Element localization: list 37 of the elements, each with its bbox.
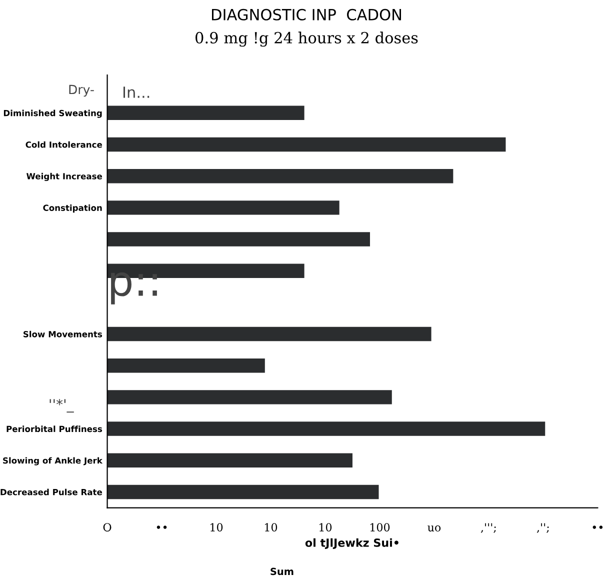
annotation: p:: bbox=[111, 272, 157, 304]
text: 10 bbox=[210, 523, 223, 532]
y-tick-label: Diminished Sweating bbox=[4, 110, 102, 118]
bar bbox=[107, 358, 265, 373]
text: 10 bbox=[265, 523, 278, 532]
text: Sum bbox=[270, 568, 294, 576]
text: O bbox=[103, 523, 112, 532]
text: ''*'_ bbox=[50, 398, 74, 413]
y-tick-label: Constipation bbox=[43, 204, 102, 213]
bar bbox=[107, 137, 506, 152]
bar bbox=[107, 168, 454, 184]
bar bbox=[107, 326, 432, 342]
y-tick-label: Periorbital Puffiness bbox=[6, 426, 102, 432]
text: uo bbox=[428, 525, 441, 532]
y-tick-label: Slowing of Ankle Jerk bbox=[3, 457, 103, 466]
text: •• bbox=[156, 526, 167, 529]
text: 10 bbox=[320, 523, 332, 532]
y-tick-label: Cold Intolerance bbox=[26, 141, 102, 148]
bar bbox=[107, 232, 370, 246]
annotation: In... bbox=[123, 86, 150, 98]
bar bbox=[107, 453, 352, 468]
text: 100 bbox=[370, 523, 390, 532]
bar bbox=[107, 422, 546, 436]
text: ,'''; bbox=[480, 523, 496, 533]
chart-subtitle: 0.9 mg !g 24 hours x 2 doses bbox=[196, 32, 418, 47]
text: •• bbox=[592, 526, 603, 529]
bar bbox=[107, 200, 340, 215]
x-axis-title: ol tJlJewkz Sui• bbox=[305, 538, 398, 549]
bar bbox=[107, 484, 379, 500]
chart-title: DIAGNOSTIC INP CADON bbox=[212, 8, 401, 20]
bar bbox=[107, 390, 392, 404]
text: ,''; bbox=[536, 523, 549, 533]
y-tick-label: Slow Movements bbox=[24, 330, 102, 338]
y-tick-label: Decreased Pulse Rate bbox=[0, 488, 102, 496]
bar bbox=[107, 106, 304, 120]
y-tick-label: Weight Increase bbox=[26, 172, 102, 182]
text: Dry- bbox=[69, 84, 94, 97]
